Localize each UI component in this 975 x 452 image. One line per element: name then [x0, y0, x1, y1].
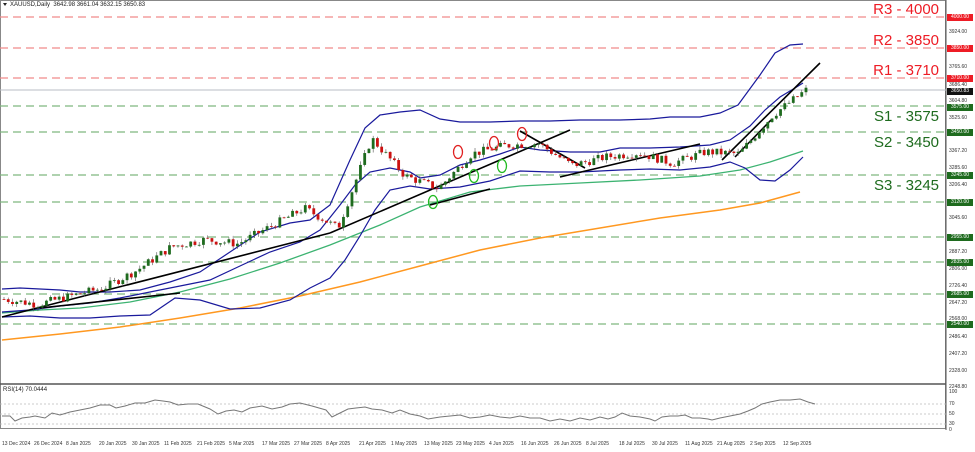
price-tick: 3367.20 [949, 148, 968, 154]
date-tick: 11 Feb 2025 [164, 441, 192, 447]
price-box-2685: 2685.00 [947, 291, 973, 298]
collapse-triangle-icon[interactable] [3, 2, 7, 6]
date-tick: 13 May 2025 [424, 441, 453, 447]
rsi-tick: 100 [949, 389, 958, 395]
ohlc-values: 3642.98 3661.04 3632.15 3650.83 [53, 2, 146, 8]
price-tick: 2806.00 [949, 266, 968, 272]
candles [2, 85, 808, 312]
date-tick: 26 Dec 2024 [34, 441, 63, 447]
price-tick: 2407.20 [949, 351, 968, 357]
date-tick: 8 Apr 2025 [326, 441, 351, 447]
rsi-tick: 0 [949, 427, 952, 433]
price-tick: 3765.60 [949, 64, 968, 70]
price-box-3120: 3120.00 [947, 199, 973, 206]
ma-orange-line [1, 191, 801, 341]
level-label-r3: R3 - 4000 [873, 1, 939, 18]
date-tick: 27 Mar 2025 [294, 441, 323, 447]
price-tick: 3604.80 [949, 98, 968, 104]
price-box-r3: 4000.00 [947, 14, 973, 21]
level-label-s3: S3 - 3245 [873, 177, 939, 194]
date-tick: 30 Jan 2025 [132, 441, 160, 447]
date-tick: 30 Jul 2025 [652, 441, 678, 447]
date-tick: 1 May 2025 [391, 441, 418, 447]
price-box-s2: 3450.00 [947, 129, 973, 136]
price-tick: 2726.40 [949, 283, 968, 289]
date-tick: 11 Aug 2025 [685, 441, 713, 447]
date-tick: 23 May 2025 [456, 441, 485, 447]
price-box-r1: 3710.00 [947, 75, 973, 82]
rsi-line [2, 398, 816, 422]
price-box-2835: 2835.00 [947, 259, 973, 266]
date-tick: 8 Jan 2025 [66, 441, 91, 447]
bollinger-bands [1, 43, 804, 319]
price-tick: 2248.80 [949, 384, 968, 390]
chart-header: XAUUSD,Daily 3642.98 3661.04 3632.15 365… [3, 2, 145, 8]
date-tick: 4 Jun 2025 [489, 441, 514, 447]
price-tick: 3924.00 [949, 29, 968, 35]
price-tick: 2887.20 [949, 249, 968, 255]
rsi-tick: 30 [949, 421, 955, 427]
date-tick: 18 Jul 2025 [619, 441, 645, 447]
level-label-r1: R1 - 3710 [873, 62, 939, 79]
date-tick: 21 Aug 2025 [717, 441, 746, 447]
price-tick: 2486.40 [949, 334, 968, 340]
price-tick: 3206.40 [949, 182, 968, 188]
date-tick: 20 Jan 2025 [99, 441, 127, 447]
swing-high-markers [452, 126, 528, 160]
level-label-r2: R2 - 3850 [873, 32, 939, 49]
date-tick: 5 Mar 2025 [229, 441, 255, 447]
date-tick: 13 Dec 2024 [2, 441, 31, 447]
price-tick: 3525.60 [949, 115, 968, 121]
price-box-s1: 3575.00 [947, 104, 973, 111]
date-tick: 17 Mar 2025 [262, 441, 291, 447]
level-label-s2: S2 - 3450 [873, 134, 939, 151]
symbol-label: XAUUSD,Daily [10, 2, 51, 8]
price-tick: 2647.20 [949, 300, 968, 306]
price-box-2540: 2540.00 [947, 321, 973, 328]
ma-green-line [1, 150, 804, 314]
rsi-reference-lines [0, 403, 946, 425]
level-label-s1: S1 - 3575 [873, 108, 939, 125]
price-box-current: 3650.83 [947, 88, 973, 95]
date-tick: 16 Jun 2025 [521, 441, 549, 447]
date-tick: 2 Sep 2025 [750, 441, 776, 447]
price-tick: 3045.60 [949, 215, 968, 221]
rsi-header: RSI(14) 70.0444 [3, 387, 48, 393]
price-tick: 3686.40 [949, 82, 968, 88]
resistance-lines [0, 16, 946, 79]
price-box-2955: 2955.00 [947, 234, 973, 241]
date-tick: 26 Jun 2025 [554, 441, 582, 447]
date-tick: 8 Jul 2025 [586, 441, 610, 447]
date-tick: 21 Feb 2025 [197, 441, 226, 447]
swing-low-markers [427, 158, 508, 210]
rsi-tick: 70 [949, 401, 955, 407]
price-tick: 3285.60 [949, 165, 968, 171]
price-box-s3: 3245.00 [947, 172, 973, 179]
date-tick: 12 Sep 2025 [783, 441, 812, 447]
price-tick: 2568.00 [949, 316, 968, 322]
price-tick: 2328.00 [949, 368, 968, 374]
price-box-r2: 3850.00 [947, 45, 973, 52]
date-tick: 21 Apr 2025 [359, 441, 386, 447]
rsi-tick: 50 [949, 411, 955, 417]
